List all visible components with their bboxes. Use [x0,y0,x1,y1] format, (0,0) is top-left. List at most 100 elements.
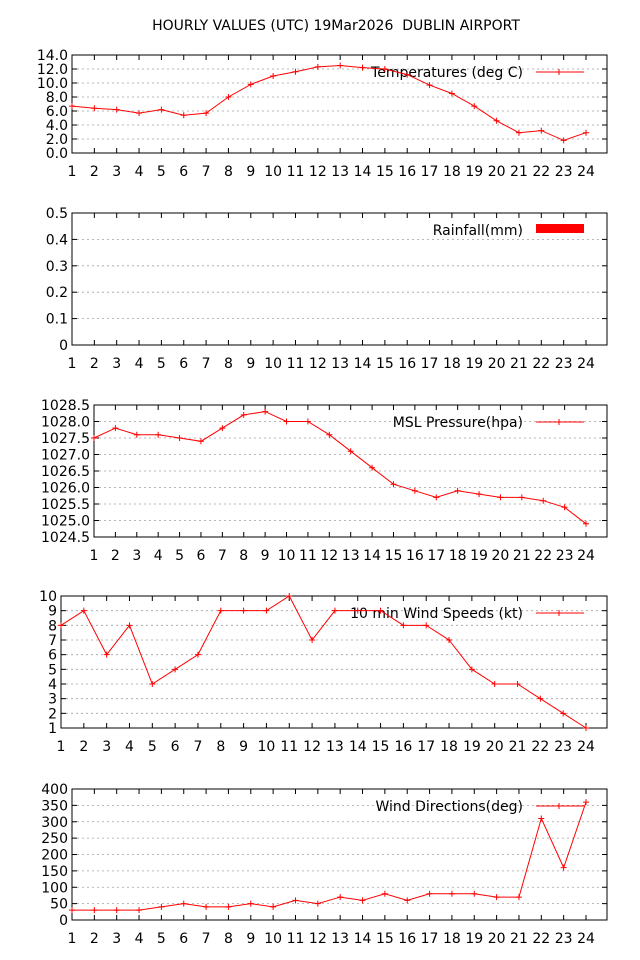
data-point [326,431,333,438]
data-point [515,129,522,136]
data-point [158,903,165,910]
x-tick-label: 9 [239,739,248,755]
data-point [240,411,247,418]
data-point [69,103,75,110]
y-tick-label: 1027.5 [41,431,90,447]
x-tick-label: 16 [398,931,416,947]
y-tick-label: 0 [59,913,68,929]
y-tick-label: 50 [50,897,68,913]
y-tick-label: 7 [48,633,57,649]
plot-frame [93,404,608,538]
data-point [247,900,254,907]
x-tick-label: 8 [224,931,233,947]
x-tick-label: 1 [90,548,99,564]
x-tick-label: 6 [179,164,188,180]
plot-frame [71,788,608,921]
data-point [113,907,120,914]
data-point [537,695,544,702]
data-point [180,112,187,119]
data-point [471,890,478,897]
x-tick-label: 9 [246,356,255,372]
chart-panel-3: 1024.51025.01025.51026.01026.51027.01027… [41,398,608,564]
y-tick-label: 6 [48,648,57,664]
x-tick-label: 15 [385,548,403,564]
x-tick-label: 3 [132,548,141,564]
data-point [225,903,232,910]
x-tick-label: 7 [202,356,211,372]
x-tick-label: 6 [179,931,188,947]
data-point [155,431,162,438]
x-tick-label: 7 [218,548,227,564]
x-tick-label: 21 [509,739,527,755]
y-tick-label: 200 [41,848,68,864]
x-tick-label: 16 [406,548,424,564]
x-tick-label: 14 [354,356,372,372]
chart-panel-1: 0.02.04.06.08.010.012.014.01 2 3 4 5 6 7 8 9 10 11… [37,48,608,180]
x-tick-label: 14 [349,739,367,755]
x-tick-label: 22 [532,356,550,372]
series-line [60,595,587,729]
x-tick-label: 15 [376,931,394,947]
data-point [304,418,311,425]
y-tick-label: 12.0 [37,62,68,78]
x-tick-label: 21 [510,164,528,180]
x-tick-label: 12 [309,356,327,372]
series-line [71,64,587,141]
data-point [58,622,64,629]
x-tick-label: 21 [510,356,528,372]
page-title: HOURLY VALUES (UTC) 19Mar2026 DUBLIN AIR… [152,18,520,34]
x-tick-label: 12 [320,548,338,564]
x-tick-label: 1 [57,739,66,755]
data-point [180,900,187,907]
legend-label: Temperatures (deg C) [370,65,523,81]
x-tick-label: 10 [258,739,276,755]
y-tick-label: 0.5 [46,206,68,222]
x-tick-label: 2 [79,739,88,755]
x-tick-label: 23 [556,548,574,564]
x-tick-label: 6 [196,548,205,564]
data-point [136,110,143,117]
data-point [538,127,545,134]
y-tick-label: 1028.0 [41,415,90,431]
x-tick-label: 7 [193,739,202,755]
data-point [337,894,344,901]
series-line [72,801,587,911]
x-tick-label: 6 [179,356,188,372]
data-point [314,63,321,70]
x-tick-label: 10 [264,356,282,372]
x-tick-label: 13 [331,931,349,947]
x-tick-label: 17 [421,164,439,180]
data-point [538,815,545,822]
data-point [309,637,316,643]
x-tick-label: 16 [398,164,416,180]
y-tick-label: 1028.5 [41,398,90,414]
data-point [493,117,500,124]
x-tick-label: 3 [112,356,121,372]
x-tick-label: 24 [577,739,595,755]
x-tick-label: 20 [488,356,506,372]
data-point [468,666,475,673]
y-tick-label: 1027.0 [41,448,90,464]
x-tick-label: 22 [532,931,550,947]
y-tick-label: 0 [59,338,68,354]
data-point [493,894,500,901]
data-point [69,907,75,914]
x-tick-label: 17 [417,739,435,755]
y-tick-label: 1026.5 [41,464,90,480]
data-point [411,487,418,494]
data-point [262,408,269,415]
data-point [217,607,224,614]
x-tick-label: 19 [465,164,483,180]
data-point [359,897,366,904]
plot-frame [60,595,608,729]
data-point [270,73,277,79]
x-tick-label: 17 [427,548,445,564]
x-tick-label: 2 [90,164,99,180]
y-tick-label: 4 [48,677,57,693]
x-tick-label: 20 [488,164,506,180]
x-tick-label: 15 [376,356,394,372]
x-tick-label: 22 [532,164,550,180]
y-tick-label: 0.1 [46,312,68,328]
data-point [515,894,522,901]
